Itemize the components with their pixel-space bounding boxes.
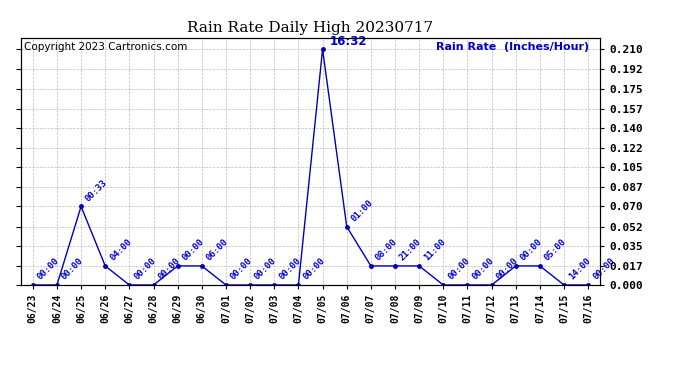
Text: Copyright 2023 Cartronics.com: Copyright 2023 Cartronics.com [23,42,187,52]
Text: 00:00: 00:00 [277,256,302,282]
Text: 00:00: 00:00 [229,256,254,282]
Text: 01:00: 01:00 [350,198,375,223]
Text: 00:00: 00:00 [519,237,544,262]
Text: 00:33: 00:33 [84,178,109,203]
Text: 00:00: 00:00 [591,256,616,282]
Text: 00:00: 00:00 [302,256,326,282]
Text: 00:00: 00:00 [36,256,61,282]
Text: Rain Rate  (Inches/Hour): Rain Rate (Inches/Hour) [435,42,589,52]
Title: Rain Rate Daily High 20230717: Rain Rate Daily High 20230717 [188,21,433,35]
Text: 00:00: 00:00 [471,256,495,282]
Text: 00:00: 00:00 [181,237,206,262]
Text: 16:32: 16:32 [330,35,367,48]
Text: 06:00: 06:00 [205,237,230,262]
Text: 00:00: 00:00 [60,256,85,282]
Text: 00:00: 00:00 [446,256,471,282]
Text: 11:00: 11:00 [422,237,447,262]
Text: 08:00: 08:00 [374,237,399,262]
Text: 14:00: 14:00 [567,256,592,282]
Text: 00:00: 00:00 [157,256,181,282]
Text: 05:00: 05:00 [543,237,568,262]
Text: 00:00: 00:00 [132,256,157,282]
Text: 04:00: 04:00 [108,237,133,262]
Text: 21:00: 21:00 [398,237,423,262]
Text: 00:00: 00:00 [495,256,520,282]
Text: 00:00: 00:00 [253,256,278,282]
